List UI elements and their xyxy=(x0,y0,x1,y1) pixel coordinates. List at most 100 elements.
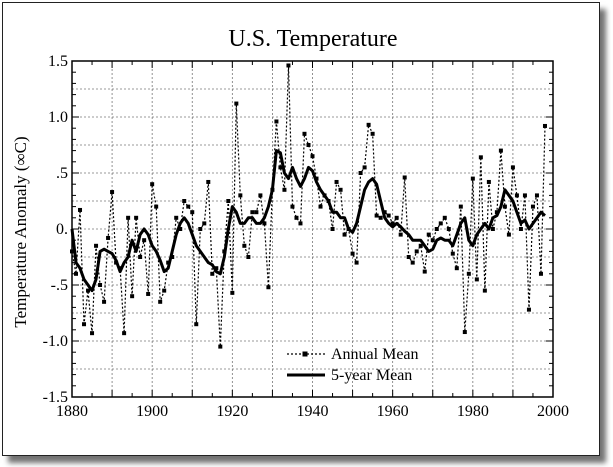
x-tick-label: 1900 xyxy=(136,403,168,420)
annual-mean-point xyxy=(234,101,239,106)
y-tick-label: .5 xyxy=(56,165,68,182)
annual-mean-point xyxy=(258,193,263,198)
annual-mean-point xyxy=(110,190,115,195)
annual-mean-point xyxy=(102,299,107,304)
annual-mean-point xyxy=(202,221,207,226)
annual-mean-point xyxy=(178,227,183,231)
annual-mean-point xyxy=(290,204,295,209)
annual-mean-point xyxy=(146,291,151,296)
annual-mean-point xyxy=(386,213,391,218)
annual-mean-point xyxy=(334,179,339,184)
annual-mean-point xyxy=(498,148,503,153)
annual-mean-point xyxy=(410,260,415,265)
annual-mean-point xyxy=(434,227,439,231)
annual-mean-point xyxy=(478,155,483,160)
annual-mean-point xyxy=(394,215,399,220)
annual-mean-point xyxy=(514,193,519,198)
annual-mean-point xyxy=(470,176,475,181)
annual-mean-point xyxy=(442,215,447,220)
annual-mean-point xyxy=(238,193,243,198)
annual-mean-point xyxy=(342,232,347,237)
annual-mean-point xyxy=(318,204,323,209)
annual-mean-point xyxy=(294,215,299,220)
annual-mean-point xyxy=(98,283,103,287)
annual-mean-point xyxy=(298,221,303,226)
y-tick-label: 0. xyxy=(56,221,68,238)
annual-mean-point xyxy=(186,204,191,209)
annual-mean-point xyxy=(278,165,283,170)
annual-mean-point xyxy=(122,331,127,336)
annual-mean-point xyxy=(362,165,367,170)
annual-mean-point xyxy=(130,294,135,299)
annual-mean-point xyxy=(282,187,287,192)
annual-mean-point xyxy=(418,243,423,248)
annual-mean-point xyxy=(134,215,139,220)
series-layer xyxy=(70,63,547,349)
x-tick-label: 1940 xyxy=(297,403,329,420)
x-tick-label: 1960 xyxy=(377,403,409,420)
annual-mean-point xyxy=(218,344,223,349)
y-tick-label: -.5 xyxy=(51,277,68,294)
y-tick-label: -1.5 xyxy=(43,389,68,406)
series-5yr-mean-line xyxy=(70,149,546,293)
x-tick-label: 1880 xyxy=(56,403,88,420)
annual-mean-point xyxy=(438,221,443,226)
annual-mean-point xyxy=(486,179,491,184)
y-tick-label: 1.5 xyxy=(48,53,68,70)
annual-mean-point xyxy=(174,215,179,220)
tick-labels: 1880 1900 1920 1940 1960 1980 2000 1.5 1.0 .5 0. -.… xyxy=(43,53,569,420)
annual-mean-point xyxy=(538,271,543,276)
annual-mean-point xyxy=(398,232,403,237)
annual-mean-point xyxy=(406,255,411,259)
annual-mean-point xyxy=(422,269,427,274)
annual-mean-point xyxy=(366,122,371,127)
annual-mean-point xyxy=(350,251,355,256)
annual-mean-point xyxy=(474,277,479,282)
annual-mean-point xyxy=(74,271,79,276)
annual-mean-point xyxy=(390,221,395,226)
annual-mean-point xyxy=(370,131,375,136)
annual-mean-point xyxy=(230,290,235,295)
annual-mean-point xyxy=(358,171,363,175)
annual-mean-point xyxy=(378,215,383,220)
annual-mean-point xyxy=(106,235,111,240)
annual-mean-point xyxy=(526,307,531,312)
annual-mean-point xyxy=(142,238,147,243)
annual-mean-point xyxy=(354,260,359,265)
chart-title: U.S. Temperature xyxy=(228,26,397,52)
legend: Annual Mean 5-year Mean xyxy=(287,346,419,384)
annual-mean-point xyxy=(450,251,455,256)
annual-mean-point xyxy=(242,243,247,248)
annual-mean-point xyxy=(150,182,155,187)
annual-mean-point xyxy=(522,193,527,198)
annual-mean-point xyxy=(458,204,463,209)
annual-mean-point xyxy=(338,187,343,192)
y-tick-label: 1.0 xyxy=(48,109,68,126)
annual-mean-point xyxy=(82,322,87,327)
legend-annual-label: Annual Mean xyxy=(331,346,419,363)
y-axis-label: Temperature Anomaly (∞C) xyxy=(11,136,30,327)
series-annual-mean-line xyxy=(71,65,546,347)
annual-mean-point xyxy=(506,232,511,237)
annual-mean-point xyxy=(138,255,143,259)
annual-mean-point xyxy=(226,199,231,203)
annual-mean-point xyxy=(214,266,219,271)
annual-mean-point xyxy=(426,232,431,237)
x-tick-label: 1920 xyxy=(216,403,248,420)
annual-mean-point xyxy=(466,271,471,276)
annual-mean-point xyxy=(246,255,251,259)
annual-mean-point xyxy=(330,227,335,231)
annual-mean-point xyxy=(206,179,211,184)
annual-mean-point xyxy=(286,63,291,68)
annual-mean-point xyxy=(162,288,167,293)
annual-mean-point xyxy=(430,238,435,243)
annual-mean-point xyxy=(446,227,451,231)
annual-mean-point xyxy=(210,271,215,276)
x-tick-label: 2000 xyxy=(537,403,569,420)
annual-mean-point xyxy=(454,266,459,271)
annual-mean-point xyxy=(302,131,307,136)
annual-mean-point xyxy=(78,207,83,212)
annual-mean-point xyxy=(374,213,379,218)
annual-mean-point xyxy=(158,299,163,304)
